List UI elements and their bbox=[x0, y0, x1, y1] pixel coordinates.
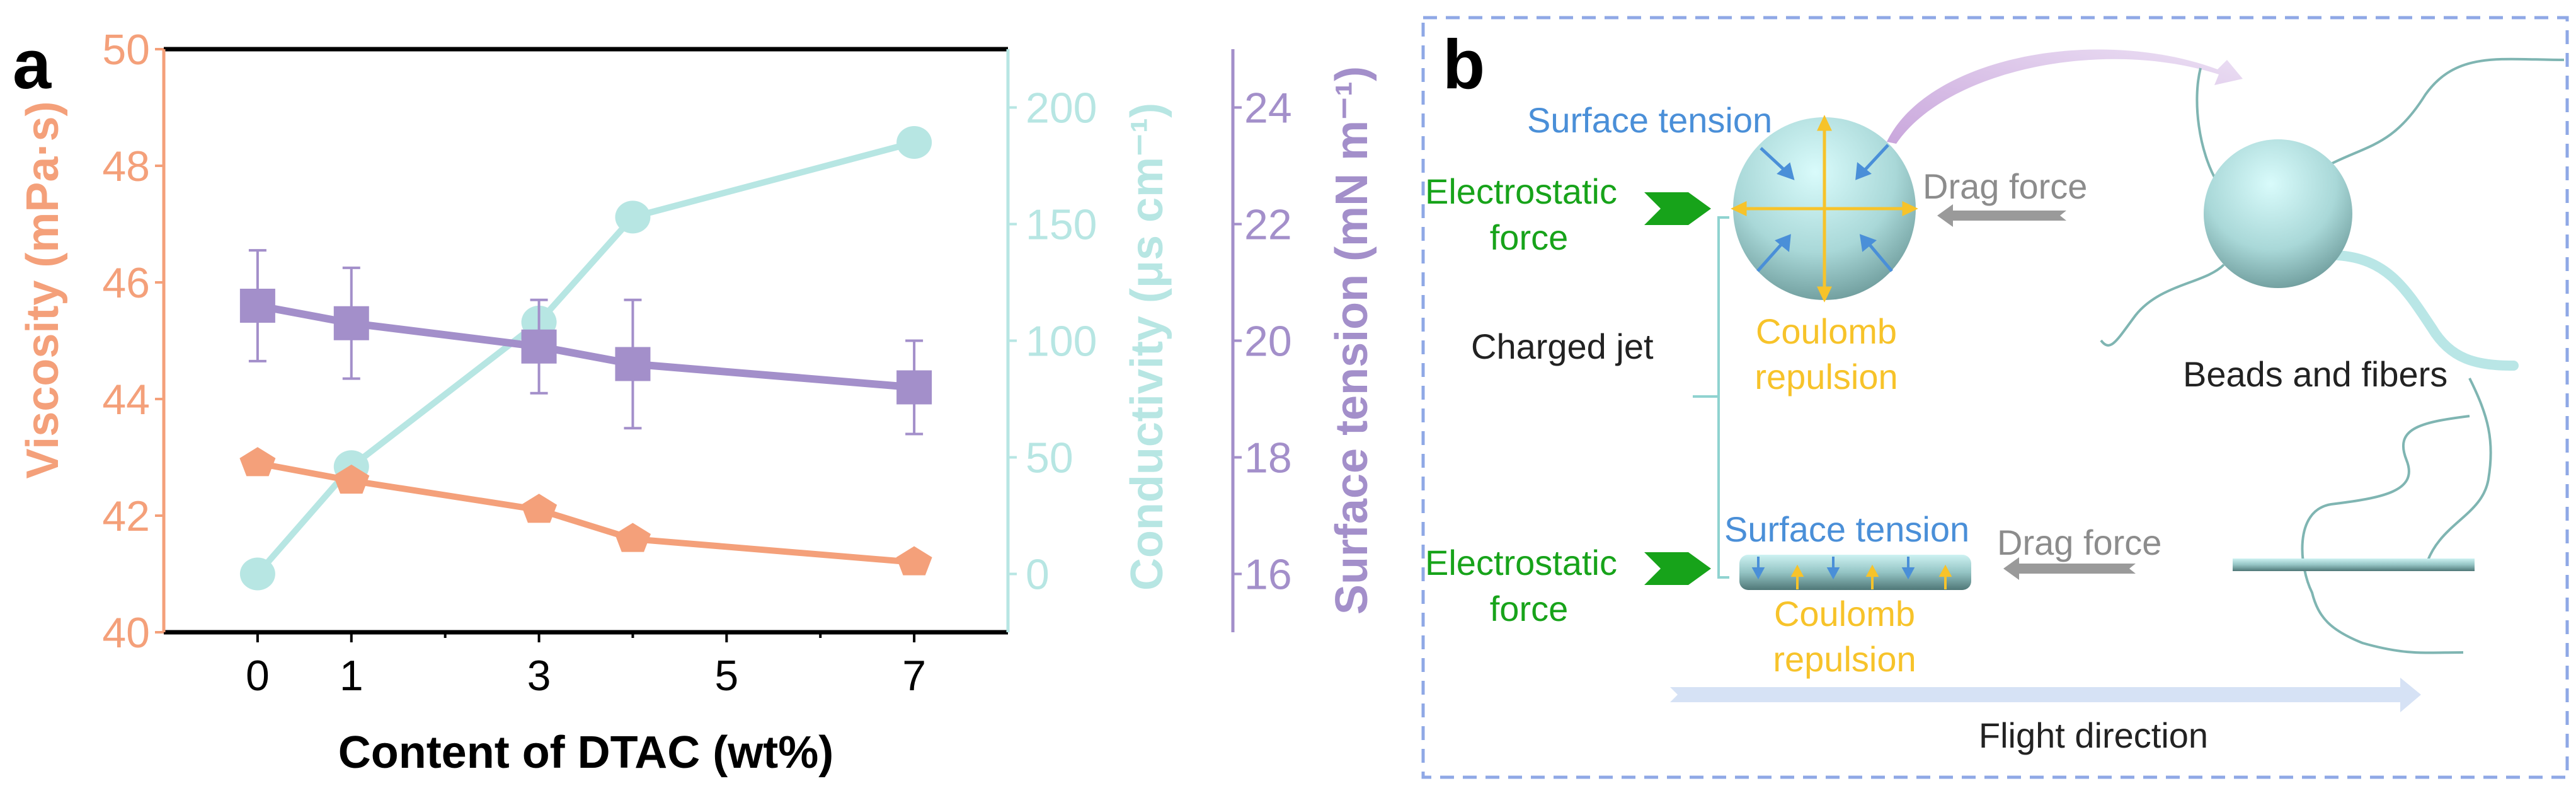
drag-force-label: Drag force bbox=[1923, 166, 2087, 206]
bead-sphere bbox=[2204, 139, 2352, 288]
right1-tick-label: 200 bbox=[1026, 84, 1097, 132]
right2-tick-label: 20 bbox=[1244, 318, 1292, 366]
right2-tick-label: 22 bbox=[1244, 201, 1292, 249]
data-point-viscosity bbox=[614, 523, 651, 552]
panel-b-diagram: b Surface tension Electrostatic force Dr… bbox=[1421, 16, 2569, 779]
panel-a-label: a bbox=[13, 26, 52, 103]
coulomb-label-2: Coulomb bbox=[1774, 594, 1915, 634]
y-axis-label-surface-tension: Surface tension (mN m⁻¹) bbox=[1327, 66, 1377, 615]
fiber-rod bbox=[2233, 559, 2475, 571]
left-tick-label: 46 bbox=[102, 259, 150, 307]
coulomb-arrows-icon bbox=[1731, 115, 1918, 303]
y-axis-label-viscosity: Viscosity (mPa·s) bbox=[18, 101, 68, 479]
data-point-surface-tension bbox=[521, 329, 557, 364]
data-point-viscosity bbox=[333, 465, 370, 494]
flight-direction-label: Flight direction bbox=[1979, 715, 2208, 755]
electrostatic-force-label-line2: force bbox=[1490, 217, 1569, 257]
data-point-surface-tension bbox=[896, 370, 932, 405]
left-tick-label: 42 bbox=[102, 492, 150, 540]
coulomb-label: Coulomb bbox=[1756, 311, 1897, 351]
charged-jet-label: Charged jet bbox=[1471, 327, 1654, 366]
x-tick-label: 5 bbox=[714, 652, 738, 700]
right1-tick-label: 50 bbox=[1026, 434, 1073, 482]
electrostatic-force-label-2-line2: force bbox=[1490, 589, 1569, 628]
y-axis-label-conductivity: Conductivity (μs cm⁻¹) bbox=[1122, 103, 1172, 591]
x-tick-label: 1 bbox=[340, 652, 364, 700]
x-axis-label: Content of DTAC (wt%) bbox=[338, 727, 833, 778]
data-point-viscosity bbox=[896, 546, 932, 576]
x-tick-label: 7 bbox=[902, 652, 926, 700]
surface-tension-label: Surface tension bbox=[1527, 100, 1772, 140]
drag-arrow-2-icon bbox=[2003, 557, 2136, 580]
chart-marks bbox=[239, 126, 932, 591]
right2-tick-label: 16 bbox=[1244, 551, 1292, 599]
surface-tension-arrows-icon bbox=[1756, 144, 1893, 272]
electrostatic-force-label: Electrostatic bbox=[1425, 171, 1617, 211]
jet-force-arrows-icon bbox=[1751, 557, 1952, 589]
data-point-surface-tension bbox=[615, 347, 651, 381]
drag-arrow-icon bbox=[1937, 204, 2066, 227]
left-tick-label: 48 bbox=[102, 142, 150, 190]
data-point-conductivity bbox=[239, 557, 275, 591]
left-tick-label: 40 bbox=[102, 609, 150, 657]
right1-tick-label: 0 bbox=[1026, 551, 1050, 599]
drag-force-label-2: Drag force bbox=[1997, 523, 2161, 562]
data-point-viscosity bbox=[239, 447, 276, 477]
data-point-viscosity bbox=[521, 494, 558, 523]
x-tick-label: 3 bbox=[527, 652, 551, 700]
electrostatic-force-label-2: Electrostatic bbox=[1425, 543, 1617, 582]
axes: 0 1 3 5 7 40 42 44 46 48 50 0 50 100 150 200 16 18 20 22 24 bbox=[102, 26, 1291, 700]
data-point-conductivity bbox=[615, 200, 651, 234]
right1-tick-label: 100 bbox=[1026, 318, 1097, 366]
repulsion-label: repulsion bbox=[1755, 357, 1898, 397]
fibers bbox=[2100, 57, 2565, 654]
flight-direction-arrow-icon bbox=[1670, 678, 2421, 712]
surface-tension-label-2: Surface tension bbox=[1724, 509, 1969, 549]
panel-a-chart: a 0 1 3 5 7 40 42 44 46 48 50 0 50 100 150 200 16 18 20 22 2… bbox=[13, 26, 1377, 778]
dashed-border bbox=[1421, 16, 2569, 779]
data-point-surface-tension bbox=[333, 306, 369, 340]
right2-tick-label: 24 bbox=[1244, 84, 1292, 132]
transition-arrow-icon bbox=[1887, 49, 2243, 144]
x-tick-label: 0 bbox=[246, 652, 270, 700]
thick-fiber bbox=[2332, 250, 2519, 371]
right1-tick-label: 150 bbox=[1026, 201, 1097, 249]
panel-b-label: b bbox=[1443, 26, 1485, 103]
left-tick-label: 44 bbox=[102, 376, 150, 424]
electrostatic-arrow-2-icon bbox=[1644, 552, 1711, 585]
right2-tick-label: 18 bbox=[1244, 434, 1292, 482]
electrostatic-arrow-icon bbox=[1644, 192, 1711, 225]
left-tick-label: 50 bbox=[102, 26, 150, 74]
jet-cylinder bbox=[1739, 555, 1971, 590]
data-point-surface-tension bbox=[239, 289, 275, 323]
data-point-conductivity bbox=[896, 126, 932, 159]
charged-jet-bracket bbox=[1693, 216, 1729, 579]
beads-and-fibers-label: Beads and fibers bbox=[2183, 354, 2447, 394]
repulsion-label-2: repulsion bbox=[1773, 639, 1916, 679]
